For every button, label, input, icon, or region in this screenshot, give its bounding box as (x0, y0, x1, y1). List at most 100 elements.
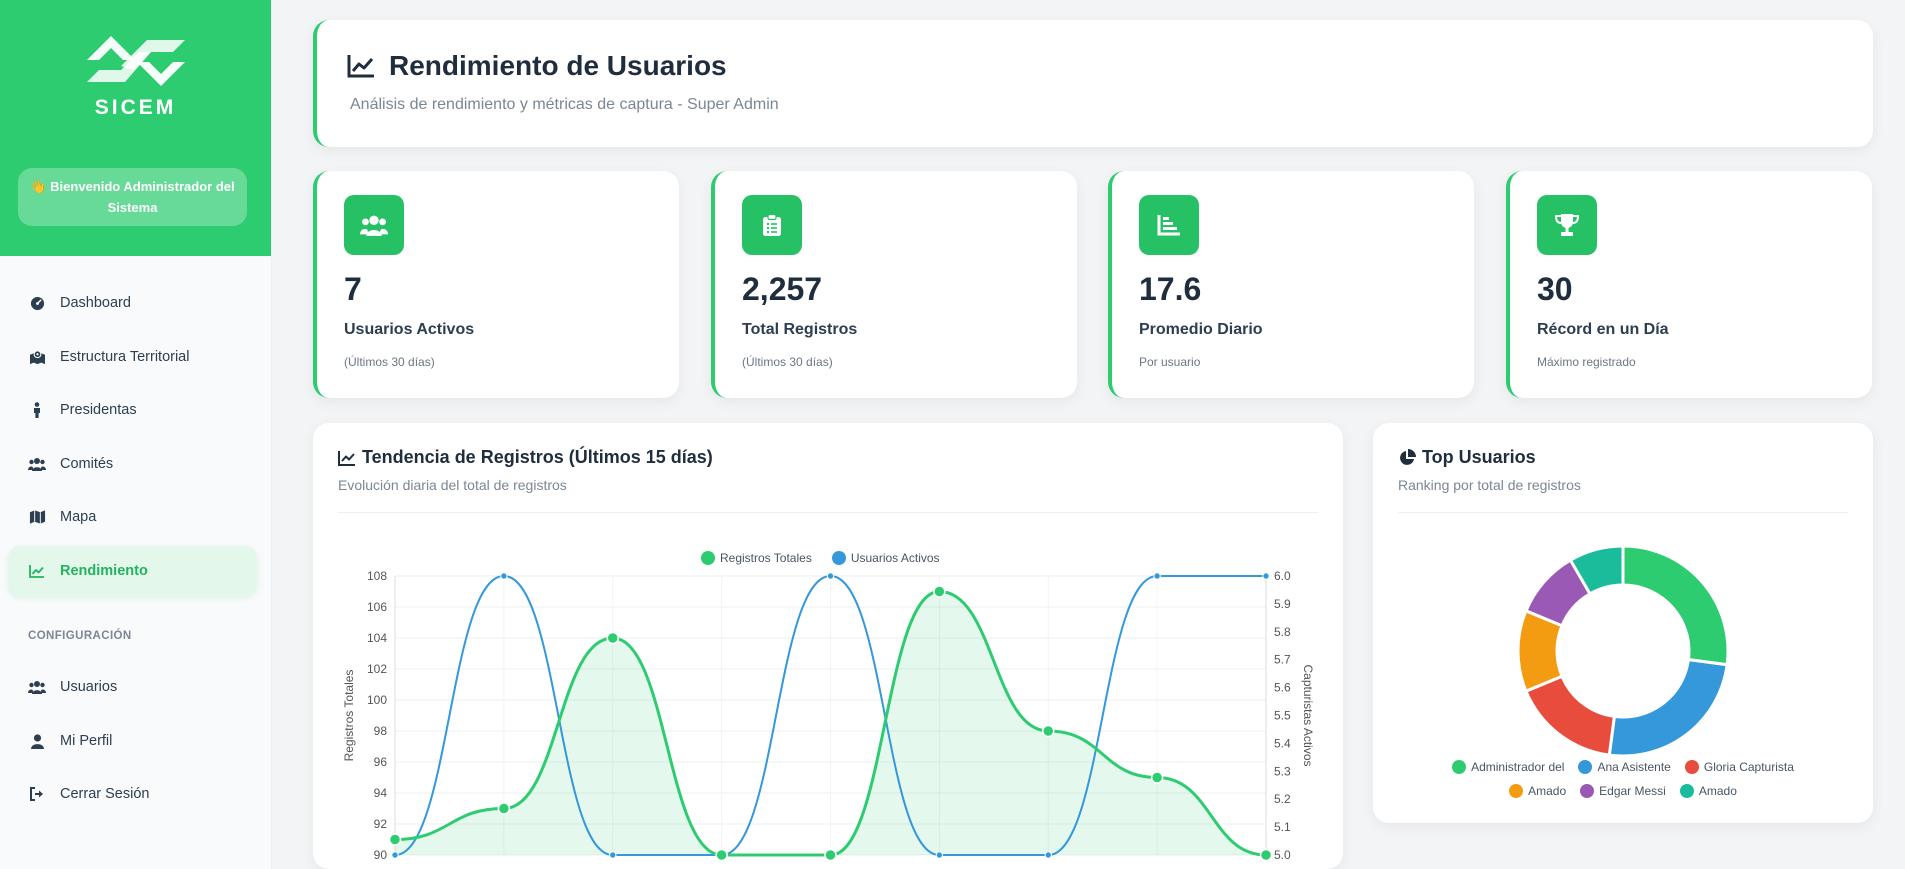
sidebar-item-label: Dashboard (60, 295, 131, 311)
divider (338, 512, 1318, 513)
y-tick-label: 100 (367, 693, 387, 707)
divider (1398, 512, 1848, 513)
legend-swatch (1580, 784, 1595, 798)
users-icon (28, 678, 46, 696)
y-tick-label: 90 (374, 848, 388, 862)
page-title: Rendimiento de Usuarios (347, 50, 727, 82)
y-axis-label: Registros Totales (342, 670, 356, 762)
legend-swatch-registros (701, 551, 715, 565)
donut-legend-item[interactable]: Amado (1679, 784, 1737, 798)
stat-label: Usuarios Activos (344, 321, 475, 338)
y2-tick-label: 5.4 (1274, 736, 1291, 750)
donut-legend-item[interactable]: Amado (1509, 784, 1566, 798)
data-point-usuarios (500, 572, 508, 580)
stat-note: Por usuario (1139, 355, 1201, 369)
legend-row: Administrador del Ana Asistente Gloria Cap… (1373, 760, 1873, 774)
chart-line-icon (28, 562, 46, 580)
brand-name: SICEM (94, 96, 177, 119)
donut-slice (1621, 544, 1730, 667)
legend-label: Edgar Messi (1599, 784, 1666, 798)
donut-legend-item[interactable]: Ana Asistente (1578, 760, 1671, 774)
donut-slice (1568, 544, 1625, 596)
y-tick-label: 104 (367, 631, 387, 645)
data-point-registros (1150, 771, 1164, 784)
sidebar-item-label: Usuarios (60, 679, 118, 695)
donut-legend-item[interactable]: Administrador del (1452, 760, 1564, 774)
data-point-registros (933, 585, 946, 598)
section-configuracion: CONFIGURACIÓN (28, 630, 132, 642)
trend-subtitle: Evolución diaria del total de registros (338, 477, 567, 493)
legend-swatch-usuarios (831, 551, 846, 565)
bar-chart-icon (1139, 195, 1199, 255)
y2-tick-label: 5.0 (1274, 848, 1291, 862)
sidebar-item-rendimiento[interactable]: Rendimiento (8, 546, 257, 596)
donut-legend-item[interactable]: Gloria Capturista (1684, 760, 1794, 774)
sidebar-item-usuarios[interactable]: Usuarios (8, 662, 257, 712)
chart-grid (394, 575, 1267, 856)
top-users-subtitle: Ranking por total de registros (1398, 477, 1581, 493)
data-point-registros (1259, 848, 1273, 862)
sidebar-item-cerrar-sesion[interactable]: Cerrar Sesión (8, 769, 257, 819)
clipboard-list-icon (742, 195, 802, 255)
data-point-usuarios (1153, 572, 1161, 580)
gauge-icon (28, 294, 46, 312)
person-icon (28, 401, 46, 419)
y-tick-label: 108 (367, 569, 387, 583)
data-point-registros (497, 802, 511, 815)
sidebar-item-mi-perfil[interactable]: Mi Perfil (8, 716, 257, 766)
users-icon (28, 455, 46, 473)
y-tick-label: 92 (374, 817, 388, 831)
sidebar-item-presidentas[interactable]: Presidentas (8, 385, 257, 435)
stat-card-promedio-diario: 17.6 Promedio Diario Por usuario (1108, 171, 1474, 398)
legend-swatch (1452, 760, 1467, 774)
legend-label: Ana Asistente (1597, 760, 1671, 774)
data-point-usuarios (826, 572, 835, 580)
logout-icon (28, 785, 46, 803)
page-subtitle: Análisis de rendimiento y métricas de ca… (350, 96, 779, 113)
trend-title-text: Tendencia de Registros (Últimos 15 días) (362, 447, 713, 467)
sidebar-item-estructura-territorial[interactable]: Estructura Territorial (8, 332, 257, 382)
stat-label: Total Registros (742, 321, 858, 338)
top-users-card: Top Usuarios Ranking por total de regist… (1373, 423, 1873, 823)
y2-tick-label: 5.1 (1274, 820, 1291, 834)
series-area-registros (395, 591, 1266, 855)
legend-label: Amado (1528, 784, 1567, 798)
stat-value: 7 (344, 271, 362, 307)
chart-line-icon (338, 450, 355, 466)
donut-slice (1524, 674, 1617, 757)
data-point-registros (1042, 724, 1055, 738)
y2-tick-label: 5.6 (1274, 681, 1291, 695)
sidebar-item-label: Estructura Territorial (60, 349, 190, 365)
stat-label: Promedio Diario (1139, 321, 1263, 338)
legend-label: Amado (1698, 784, 1737, 798)
trend-chart-card: Tendencia de Registros (Últimos 15 días)… (313, 423, 1343, 869)
legend-label: Gloria Capturista (1703, 760, 1794, 774)
stat-note: (Últimos 30 días) (742, 355, 833, 369)
series-line-usuarios (394, 574, 1266, 856)
stat-value: 17.6 (1139, 271, 1202, 307)
chart-line-icon (347, 55, 374, 78)
welcome-banner: 👋 Bienvenido Administrador del Sistema (18, 168, 247, 226)
sidebar-item-comites[interactable]: Comités (8, 439, 257, 489)
data-point-registros (388, 833, 402, 846)
legend-label-usuarios[interactable]: Usuarios Activos (850, 551, 940, 565)
stat-label: Récord en un Día (1537, 321, 1669, 338)
sidebar-item-label: Rendimiento (60, 563, 148, 579)
data-point-usuarios (609, 851, 617, 859)
legend-swatch (1684, 760, 1699, 774)
sidebar-item-dashboard[interactable]: Dashboard (8, 278, 257, 328)
sidebar-item-label: Mi Perfil (60, 733, 113, 749)
data-point-usuarios (391, 851, 399, 859)
donut-slice (1607, 657, 1729, 758)
data-point-registros (824, 848, 837, 862)
donut-legend-item[interactable]: Edgar Messi (1580, 784, 1666, 798)
logo: SICEM (0, 30, 271, 120)
sidebar-item-label: Mapa (60, 509, 97, 525)
map-location-icon (28, 348, 46, 366)
legend-swatch (1509, 784, 1524, 798)
legend-row: Amado Edgar Messi Amado (1373, 784, 1873, 798)
y-tick-label: 102 (367, 662, 387, 676)
legend-label-registros[interactable]: Registros Totales (720, 551, 812, 565)
y2-tick-label: 5.2 (1274, 792, 1291, 806)
sidebar-item-mapa[interactable]: Mapa (8, 492, 257, 542)
